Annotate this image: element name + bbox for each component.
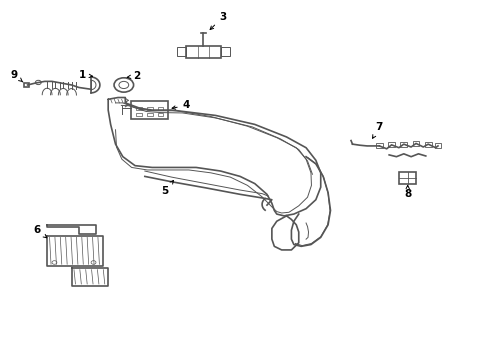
Text: 5: 5 bbox=[161, 180, 173, 197]
Text: 6: 6 bbox=[34, 225, 47, 238]
Text: 8: 8 bbox=[404, 185, 411, 199]
Text: 4: 4 bbox=[172, 100, 190, 111]
Text: 7: 7 bbox=[372, 122, 383, 138]
Text: 3: 3 bbox=[210, 12, 227, 30]
Text: 9: 9 bbox=[11, 70, 23, 82]
Text: 2: 2 bbox=[127, 71, 140, 81]
Text: 1: 1 bbox=[79, 70, 93, 80]
